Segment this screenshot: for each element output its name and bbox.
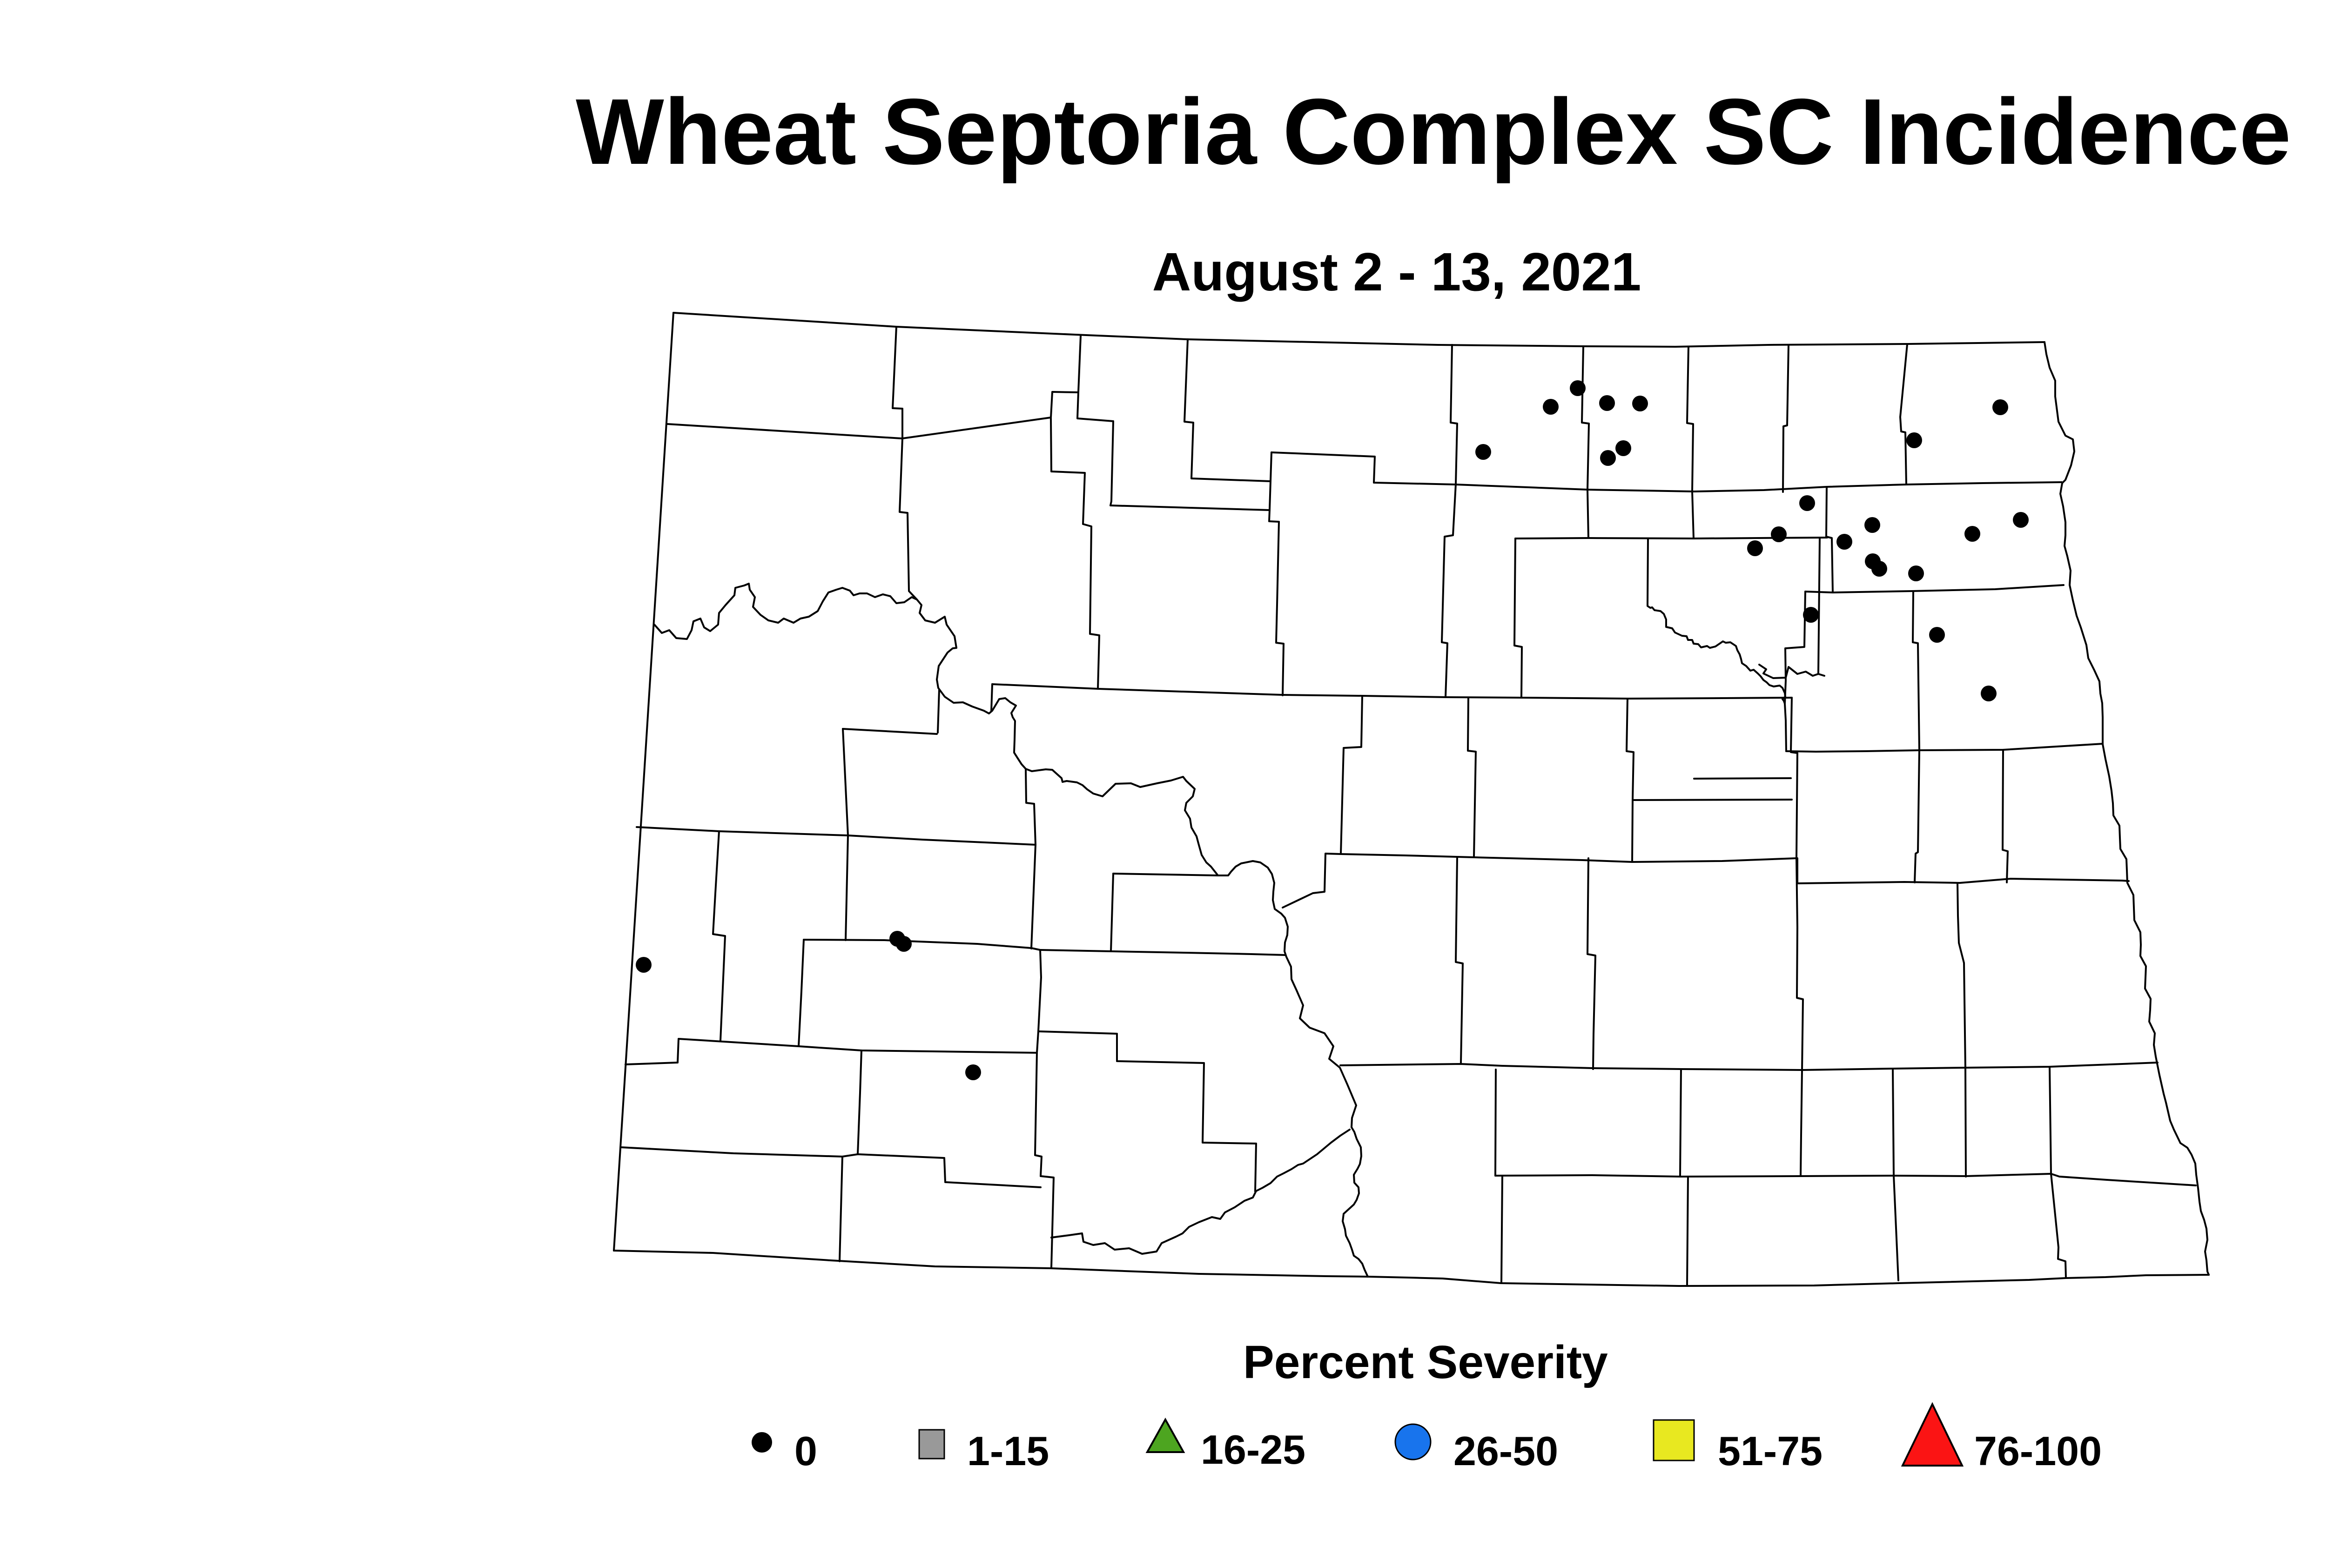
svg-text:51-75: 51-75 (1718, 1428, 1823, 1474)
svg-text:16-25: 16-25 (1201, 1427, 1305, 1473)
svg-text:1-15: 1-15 (967, 1428, 1049, 1474)
svg-text:76-100: 76-100 (1974, 1428, 2102, 1474)
svg-text:0: 0 (794, 1428, 817, 1474)
svg-text:26-50: 26-50 (1453, 1428, 1558, 1474)
svg-text:Wheat Septoria Complex SC Inci: Wheat Septoria Complex SC Incidence (576, 79, 2291, 184)
svg-text:August 2 - 13, 2021: August 2 - 13, 2021 (1152, 242, 1641, 302)
svg-text:Percent Severity: Percent Severity (1243, 1336, 1608, 1388)
